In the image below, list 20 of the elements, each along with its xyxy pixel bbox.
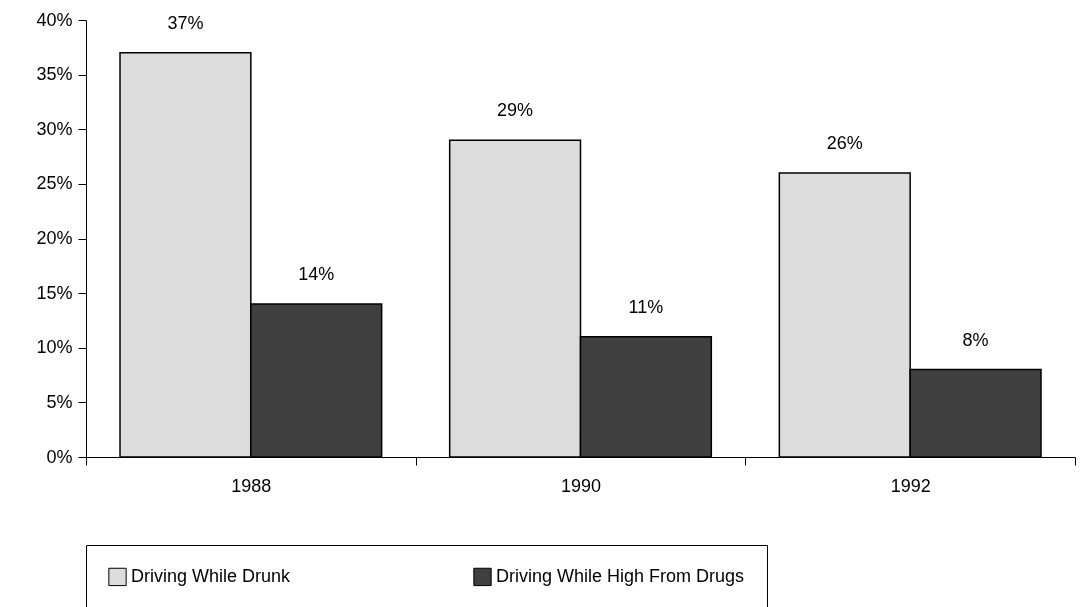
data-label: 11% bbox=[628, 296, 664, 317]
legend-label: Driving While Drunk bbox=[131, 565, 292, 586]
data-label: 8% bbox=[962, 329, 989, 350]
data-label: 26% bbox=[826, 132, 863, 153]
data-label: 14% bbox=[298, 264, 335, 285]
y-tick-label: 0% bbox=[46, 446, 73, 467]
data-label: 29% bbox=[497, 100, 534, 121]
y-tick-label: 20% bbox=[36, 228, 73, 248]
y-tick-label: 40% bbox=[36, 9, 73, 30]
y-tick-label: 30% bbox=[36, 118, 73, 139]
x-tick-label: 1992 bbox=[890, 475, 931, 496]
data-label: 37% bbox=[167, 12, 204, 33]
y-tick-label: 10% bbox=[36, 337, 73, 358]
y-tick-label: 25% bbox=[36, 173, 73, 194]
x-tick-label: 1988 bbox=[231, 475, 272, 496]
y-tick-label: 35% bbox=[36, 64, 73, 85]
x-tick-label: 1990 bbox=[560, 475, 602, 496]
y-tick-label: 5% bbox=[46, 391, 73, 412]
y-tick-label: 15% bbox=[36, 282, 73, 303]
legend-label: Driving While High From Drugs bbox=[496, 565, 745, 586]
